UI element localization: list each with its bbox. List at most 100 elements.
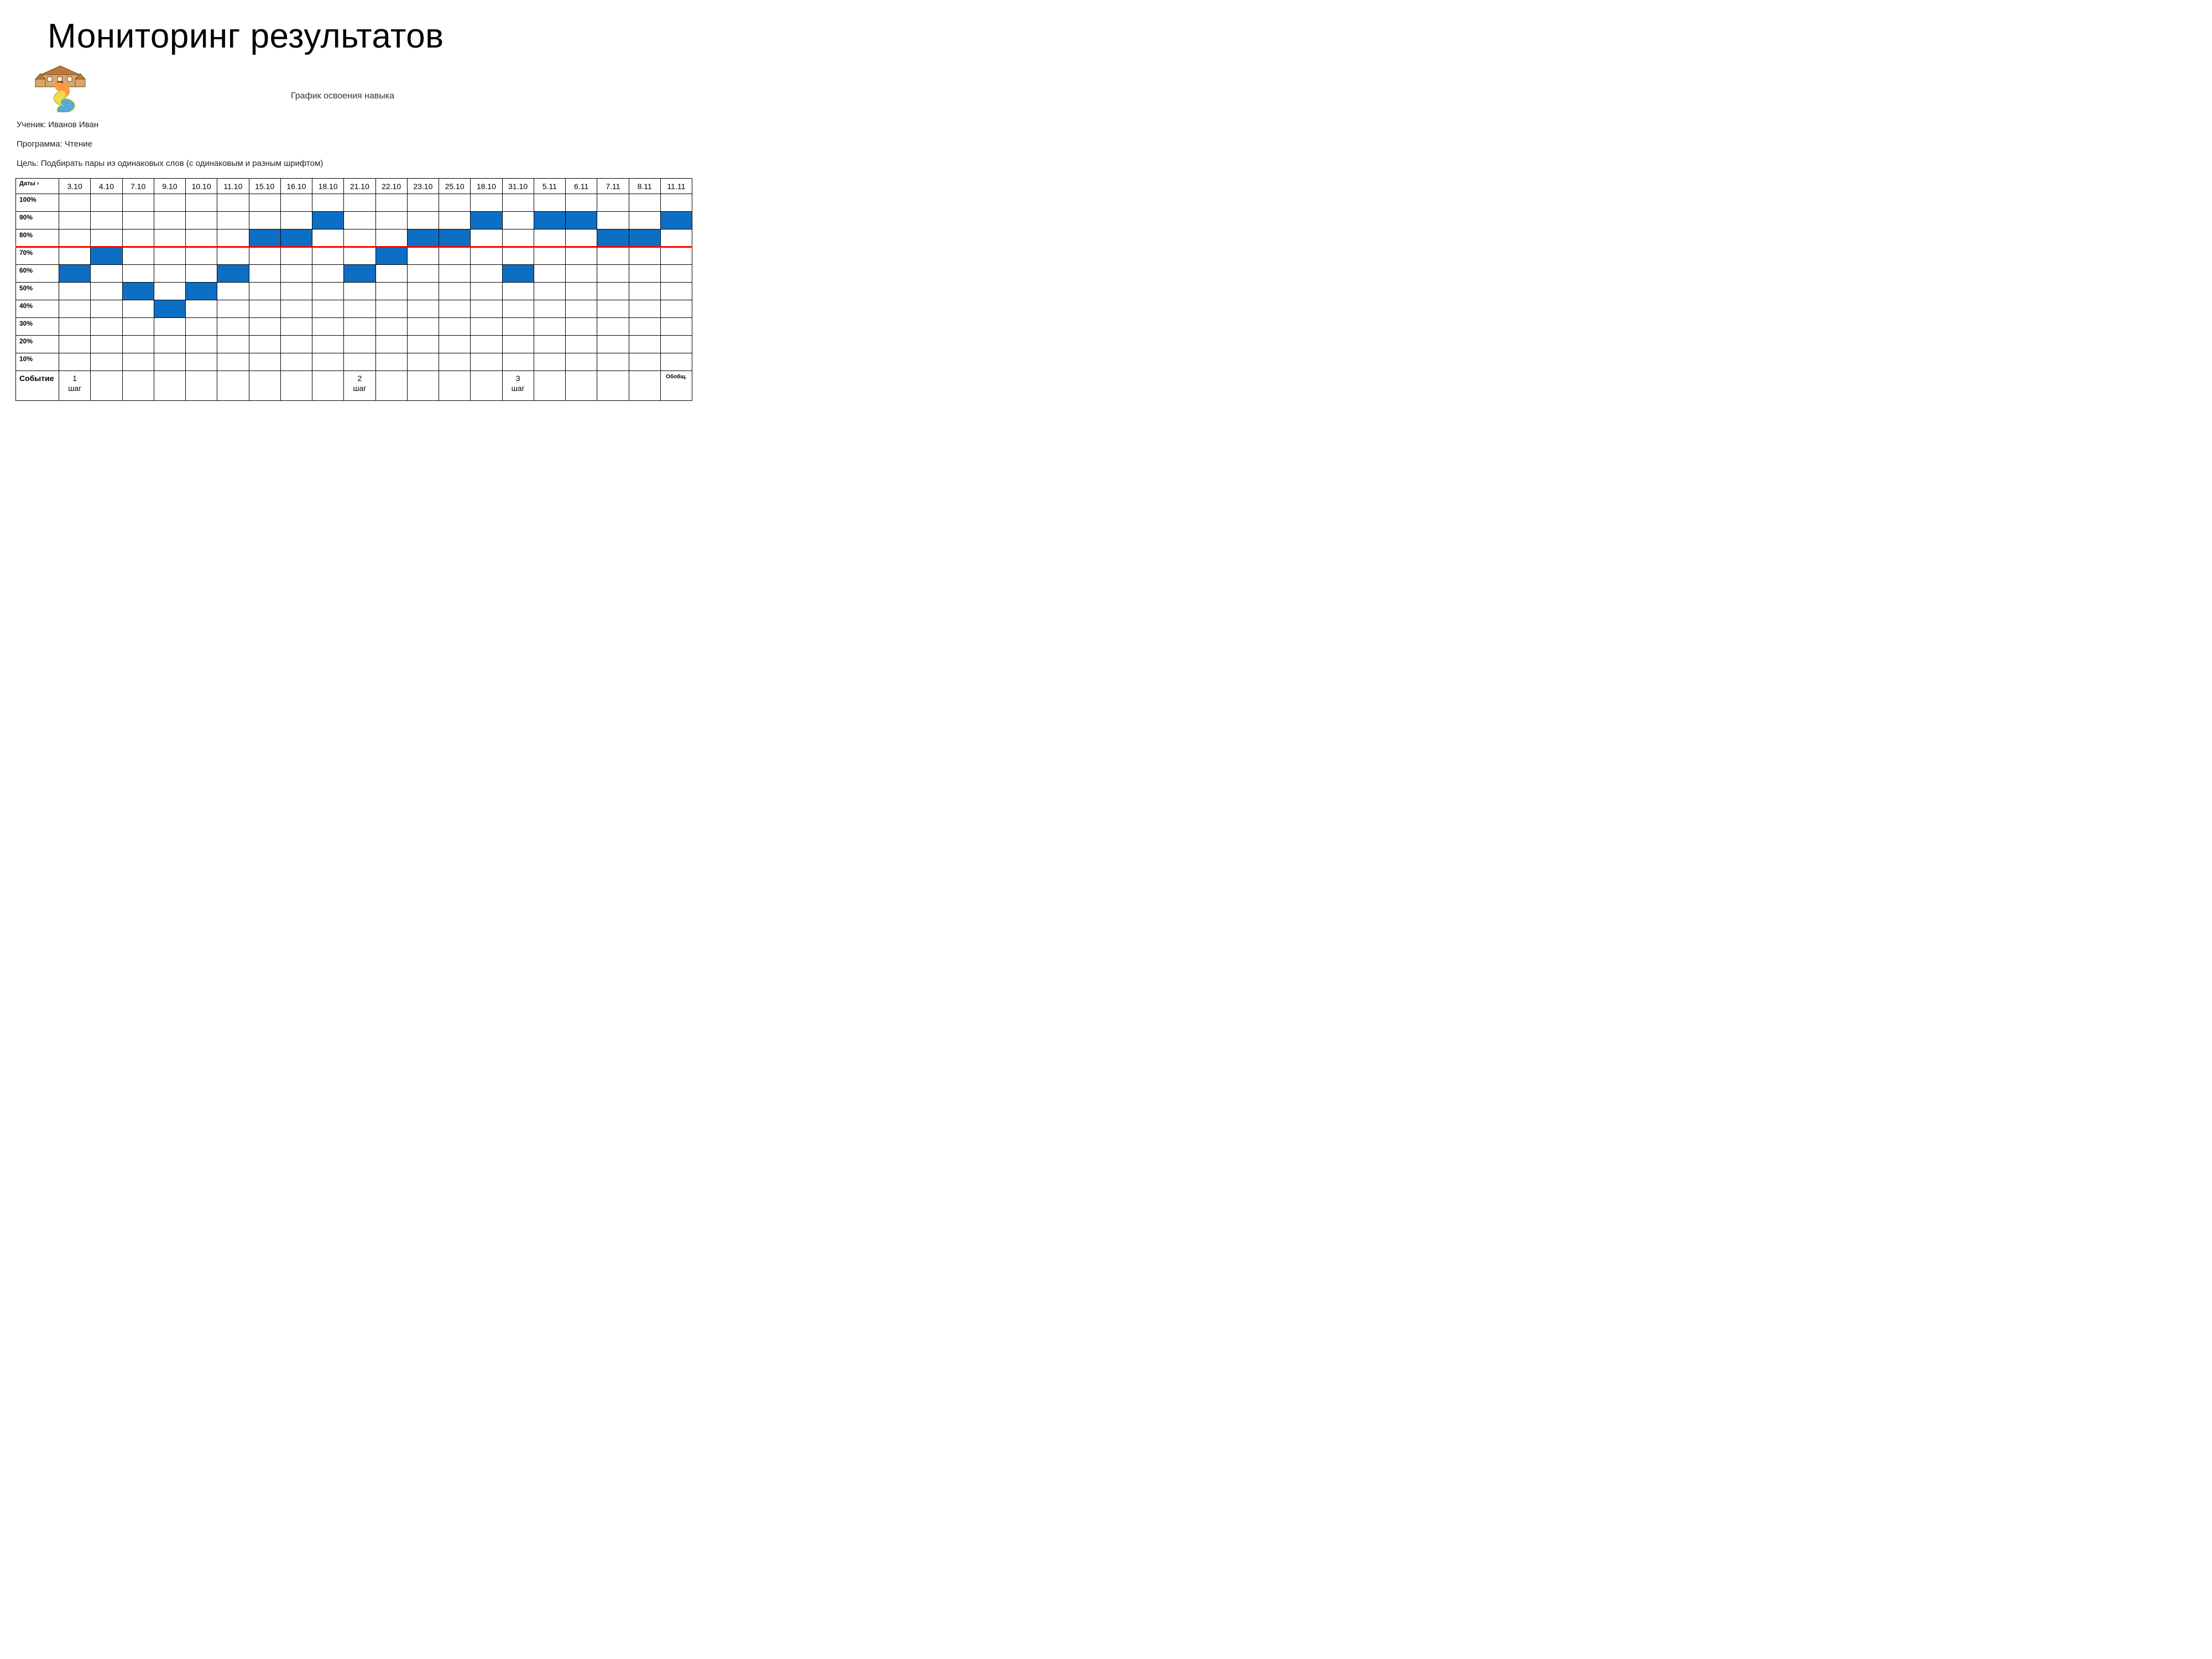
grid-cell	[280, 212, 312, 229]
grid-cell	[629, 247, 660, 265]
grid-cell	[312, 283, 344, 300]
grid-cell	[566, 353, 597, 371]
grid-cell	[91, 229, 122, 247]
grid-cell	[439, 300, 471, 318]
grid-cell	[249, 336, 280, 353]
grid-cell	[471, 212, 502, 229]
grid-cell	[59, 283, 91, 300]
grid-cell	[280, 300, 312, 318]
grid-cell	[439, 265, 471, 283]
grid-cell	[249, 194, 280, 212]
grid-cell	[375, 300, 407, 318]
grid-cell	[280, 265, 312, 283]
grid-cell	[629, 229, 660, 247]
grid-cell	[122, 247, 154, 265]
grid-cell	[407, 194, 439, 212]
grid-cell	[122, 194, 154, 212]
grid-cell	[249, 229, 280, 247]
grid-cell	[407, 229, 439, 247]
event-cell	[280, 371, 312, 401]
grid-cell	[439, 353, 471, 371]
grid-cell	[344, 283, 375, 300]
event-cell	[375, 371, 407, 401]
grid-cell	[502, 194, 534, 212]
grid-cell	[280, 353, 312, 371]
grid-cell	[59, 265, 91, 283]
grid-cell	[502, 265, 534, 283]
grid-cell	[534, 247, 565, 265]
date-col: 3.10	[59, 179, 91, 194]
grid-cell	[186, 318, 217, 336]
grid-cell	[154, 336, 185, 353]
grid-cell	[154, 212, 185, 229]
grid-cell	[629, 353, 660, 371]
grid-cell	[280, 194, 312, 212]
grid-cell	[59, 194, 91, 212]
grid-cell	[344, 300, 375, 318]
grid-cell	[280, 229, 312, 247]
school-logo	[31, 62, 97, 112]
percent-row-label: 70%	[16, 247, 59, 265]
grid-cell	[439, 336, 471, 353]
page-title: Мониторинг результатов	[48, 17, 692, 56]
percent-row-label: 50%	[16, 283, 59, 300]
grid-cell	[122, 229, 154, 247]
grid-cell	[122, 265, 154, 283]
grid-cell	[217, 336, 249, 353]
grid-cell	[154, 247, 185, 265]
grid-cell	[439, 229, 471, 247]
event-row-label: Событие	[16, 371, 59, 401]
grid-cell	[629, 212, 660, 229]
grid-cell	[186, 353, 217, 371]
grid-cell	[566, 318, 597, 336]
date-col: 8.11	[629, 179, 660, 194]
grid-cell	[660, 283, 692, 300]
grid-cell	[407, 353, 439, 371]
date-col: 11.10	[217, 179, 249, 194]
grid-cell	[534, 283, 565, 300]
program-line: Программа: Чтение	[17, 139, 692, 149]
grid-cell	[312, 300, 344, 318]
grid-cell	[660, 318, 692, 336]
grid-cell	[534, 194, 565, 212]
grid-cell	[534, 353, 565, 371]
grid-cell	[597, 283, 629, 300]
grid-cell	[566, 247, 597, 265]
grid-cell	[59, 300, 91, 318]
grid-cell	[566, 212, 597, 229]
grid-cell	[217, 353, 249, 371]
event-cell	[91, 371, 122, 401]
grid-cell	[154, 194, 185, 212]
grid-cell	[122, 283, 154, 300]
grid-cell	[91, 318, 122, 336]
grid-cell	[344, 247, 375, 265]
event-cell: 3шаг	[502, 371, 534, 401]
grid-cell	[186, 212, 217, 229]
grid-cell	[249, 300, 280, 318]
grid-cell	[502, 318, 534, 336]
grid-cell	[217, 194, 249, 212]
grid-cell	[217, 265, 249, 283]
grid-cell	[312, 353, 344, 371]
grid-cell	[186, 300, 217, 318]
grid-cell	[122, 336, 154, 353]
event-cell	[249, 371, 280, 401]
grid-cell	[534, 265, 565, 283]
grid-cell	[186, 283, 217, 300]
percent-row-label: 60%	[16, 265, 59, 283]
grid-cell	[471, 300, 502, 318]
grid-cell	[59, 229, 91, 247]
chart-subtitle: График освоения навыка	[291, 91, 394, 101]
date-col: 10.10	[186, 179, 217, 194]
grid-cell	[91, 212, 122, 229]
grid-cell	[597, 247, 629, 265]
grid-cell	[660, 300, 692, 318]
event-cell	[439, 371, 471, 401]
date-col: 21.10	[344, 179, 375, 194]
grid-cell	[629, 283, 660, 300]
grid-cell	[312, 229, 344, 247]
grid-cell	[439, 212, 471, 229]
grid-cell	[344, 353, 375, 371]
grid-cell	[375, 229, 407, 247]
grid-cell	[91, 353, 122, 371]
